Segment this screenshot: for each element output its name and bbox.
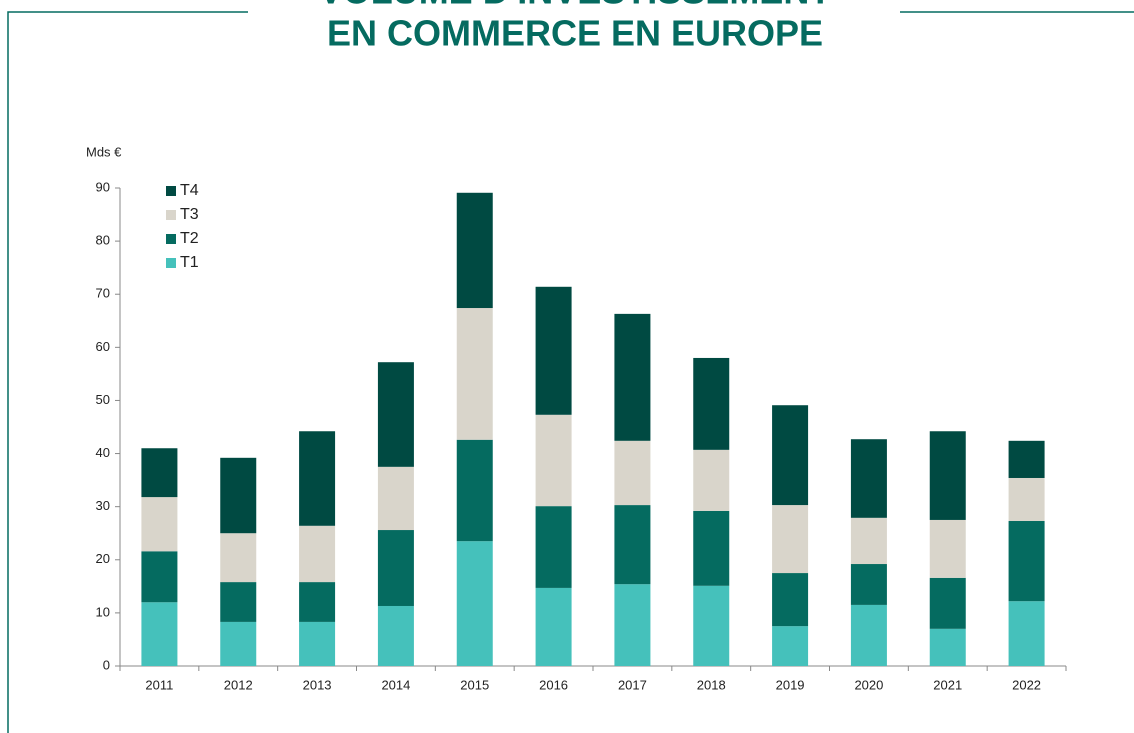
y-axis-label: Mds €	[86, 144, 122, 159]
bar-segment	[850, 604, 887, 666]
x-tick-label: 2011	[145, 677, 173, 692]
bar-segment	[1008, 477, 1045, 522]
chart-title: EN COMMERCE EN EUROPE	[327, 13, 823, 54]
bar-segment	[535, 587, 572, 666]
bar-segment	[1008, 440, 1045, 478]
chart-title: VOLUME D'INVESTISSEMENT	[319, 0, 832, 12]
legend-swatch	[166, 234, 176, 244]
bar-segment	[929, 431, 966, 520]
bar-segment	[772, 626, 809, 666]
bar-segment	[220, 621, 257, 666]
bar-segment	[1008, 521, 1045, 602]
frame	[7, 11, 1134, 733]
x-tick-label: 2012	[224, 677, 253, 692]
bar-segment	[141, 497, 178, 552]
bar-segment	[299, 525, 336, 583]
bar-segment	[299, 621, 336, 666]
y-tick-label: 20	[96, 551, 110, 566]
bar-segment	[141, 448, 178, 498]
bar-segment	[929, 628, 966, 666]
bar-segment	[850, 517, 887, 565]
y-tick-label: 10	[96, 604, 110, 619]
bar-segment	[535, 286, 572, 415]
x-tick-label: 2017	[618, 677, 647, 692]
x-tick-label: 2013	[303, 677, 332, 692]
bar-segment	[456, 439, 493, 542]
bar-segment	[772, 505, 809, 574]
bar-segment	[614, 505, 651, 585]
bar-segment	[456, 541, 493, 666]
x-tick-label: 2018	[697, 677, 726, 692]
y-tick-label: 50	[96, 392, 110, 407]
bar-segment	[141, 551, 178, 603]
x-tick-label: 2015	[460, 677, 489, 692]
legend-label: T3	[180, 206, 199, 223]
y-tick-label: 90	[96, 179, 110, 194]
x-tick-label: 2016	[539, 677, 568, 692]
bar-segment	[377, 605, 414, 666]
y-tick-label: 80	[96, 233, 110, 248]
bar-segment	[693, 449, 730, 511]
x-tick-label: 2020	[854, 677, 883, 692]
bar-segment	[220, 582, 257, 622]
bar-segment	[535, 506, 572, 588]
legend-label: T2	[180, 230, 199, 247]
bar-segment	[850, 439, 887, 518]
bar-segment	[693, 357, 730, 450]
bar-segment	[772, 573, 809, 627]
bar-segment	[850, 564, 887, 605]
legend-swatch	[166, 258, 176, 268]
y-tick-label: 0	[103, 657, 110, 672]
y-tick-label: 30	[96, 498, 110, 513]
bar-segment	[456, 192, 493, 309]
x-tick-label: 2021	[933, 677, 962, 692]
legend-label: T1	[180, 254, 199, 271]
legend-swatch	[166, 210, 176, 220]
x-tick-label: 2022	[1012, 677, 1041, 692]
legend-swatch	[166, 186, 176, 196]
bar-segment	[377, 530, 414, 606]
bar-segment	[377, 466, 414, 531]
bar-segment	[614, 313, 651, 441]
bar-segment	[377, 362, 414, 467]
bar-segment	[299, 582, 336, 622]
y-tick-label: 40	[96, 445, 110, 460]
bar-segment	[141, 602, 178, 666]
y-tick-label: 60	[96, 339, 110, 354]
bar-segment	[772, 405, 809, 506]
bar-segment	[220, 457, 257, 534]
bar-segment	[456, 308, 493, 440]
x-tick-label: 2019	[776, 677, 805, 692]
bar-segment	[693, 585, 730, 666]
bar-segment	[220, 533, 257, 583]
legend-label: T4	[180, 182, 199, 199]
bar-segment	[693, 510, 730, 586]
bar-segment	[929, 519, 966, 578]
bar-segment	[535, 414, 572, 507]
bar-segment	[299, 431, 336, 526]
x-tick-label: 2014	[381, 677, 410, 692]
bar-segment	[929, 577, 966, 629]
bar-segment	[614, 440, 651, 506]
bar-segment	[1008, 601, 1045, 666]
bar-segment	[614, 584, 651, 666]
y-tick-label: 70	[96, 286, 110, 301]
